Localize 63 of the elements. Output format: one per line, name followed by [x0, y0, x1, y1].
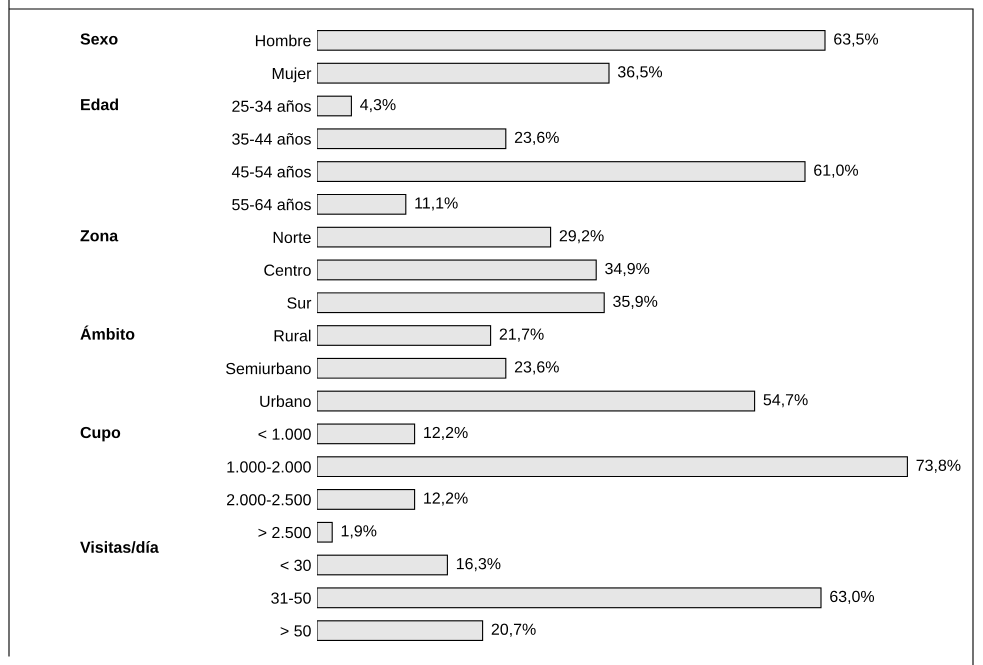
data-label: 29,2%: [560, 230, 604, 244]
bar: [317, 292, 605, 314]
text: Ámbito: [80, 325, 134, 340]
bar: [317, 128, 506, 150]
bar: [317, 96, 352, 116]
y-tick-label: Centro: [264, 264, 311, 276]
y-tick-label: 31-50: [271, 592, 311, 604]
bar: [317, 423, 416, 444]
y-tick-label: Rural: [274, 330, 310, 342]
bar: [317, 62, 610, 84]
data-label: 54,7%: [764, 394, 808, 408]
bar: [317, 390, 756, 412]
y-tick-label: 2.000-2.500: [227, 494, 311, 506]
y-tick-label: Urbano: [260, 395, 311, 408]
bar: [317, 226, 552, 248]
y-tick-label: Norte: [274, 232, 311, 244]
y-tick-label: Hombre: [256, 34, 311, 46]
bar: [317, 587, 822, 608]
bar: [317, 325, 492, 346]
data-label: 4,3%: [360, 98, 396, 112]
text: Cupo: [80, 426, 120, 442]
bar: [317, 30, 826, 51]
data-label: 34,9%: [605, 262, 650, 276]
y-tick-label: Mujer: [272, 67, 312, 82]
data-label: 63,0%: [830, 590, 874, 604]
text: Visitas/día: [80, 541, 159, 554]
bar: [317, 161, 806, 182]
data-label: 20,7%: [492, 624, 536, 637]
y-tick-label: > 2.500: [258, 526, 311, 538]
data-label: 23,6%: [514, 132, 559, 145]
data-label: 1,9%: [342, 525, 376, 538]
y-tick-label: Sur: [287, 297, 312, 309]
data-label: 12,2%: [424, 426, 468, 440]
data-label: 35,9%: [613, 296, 658, 309]
y-tick-label: < 1.000: [258, 428, 311, 440]
data-label: 23,6%: [514, 361, 559, 374]
data-label: 63,5%: [834, 33, 878, 47]
bar: [317, 358, 506, 379]
data-label: 73,8%: [916, 460, 960, 473]
y-tick-label: Semiurbano: [226, 362, 311, 374]
bar: [317, 554, 448, 576]
bar: [317, 522, 333, 543]
text: Edad: [81, 98, 118, 110]
y-tick-label: 1.000-2.000: [227, 461, 311, 473]
text: Zona: [80, 230, 118, 242]
data-label: 12,2%: [424, 492, 468, 506]
bar: [317, 194, 406, 215]
y-tick-label: 45-54 años: [232, 166, 311, 178]
data-label: 11,1%: [415, 197, 458, 211]
text: Sexo: [80, 33, 118, 45]
y-tick-label: 25-34 años: [232, 100, 311, 112]
bar: [317, 620, 484, 641]
bar: [317, 456, 908, 478]
data-label: 61,0%: [814, 164, 858, 178]
data-label: 16,3%: [456, 558, 500, 572]
y-tick-label: > 50: [280, 625, 311, 637]
bar: [317, 260, 597, 280]
y-tick-label: 35-44 años: [232, 133, 311, 145]
bar: [317, 489, 416, 510]
y-tick-label: < 30: [280, 560, 311, 571]
data-label: 36,5%: [618, 66, 662, 80]
y-tick-label: 55-64 años: [232, 198, 311, 210]
data-label: 21,7%: [500, 328, 544, 342]
